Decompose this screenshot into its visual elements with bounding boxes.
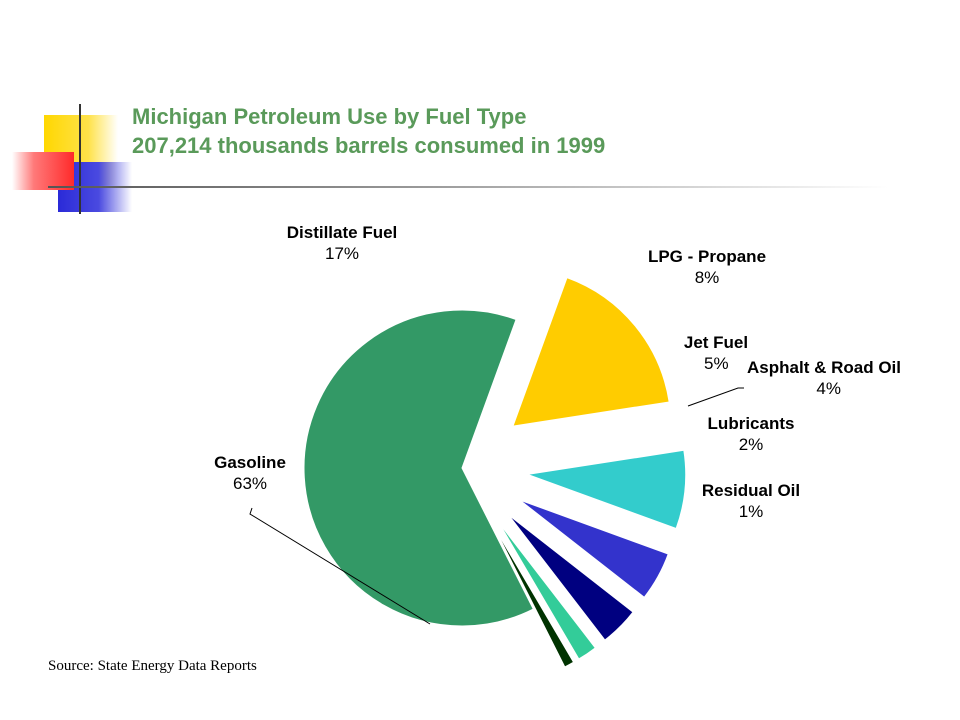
title-underline bbox=[48, 186, 888, 188]
label-distillate-fuel: Distillate Fuel 17% bbox=[272, 222, 412, 264]
label-gasoline: Gasoline 63% bbox=[200, 452, 300, 494]
slide-title: Michigan Petroleum Use by Fuel Type 207,… bbox=[132, 102, 605, 160]
label-jet-fuel-pct: 5% bbox=[704, 354, 729, 373]
label-lubricants: Lubricants 2% bbox=[698, 413, 804, 455]
label-gasoline-name: Gasoline bbox=[214, 453, 286, 472]
pie-slice-jet-fuel bbox=[519, 499, 669, 598]
label-distillate-fuel-name: Distillate Fuel bbox=[286, 223, 398, 242]
pie-slice-lpg-propane bbox=[527, 449, 687, 530]
leader-line-gasoline bbox=[249, 507, 431, 625]
title-line-1: Michigan Petroleum Use by Fuel Type bbox=[132, 104, 527, 129]
label-residual-oil-pct: 1% bbox=[738, 502, 764, 521]
label-lpg-propane: LPG - Propane 8% bbox=[632, 246, 782, 288]
title-line-2: 207,214 thousands barrels consumed in 19… bbox=[132, 133, 606, 158]
pie-slice-distillate-fuel bbox=[512, 276, 670, 427]
source-note: Source: State Energy Data Reports bbox=[48, 658, 257, 674]
label-jet-fuel-name: Jet Fuel bbox=[683, 333, 749, 352]
decor-red-block bbox=[12, 152, 74, 190]
pie-slice-gasoline bbox=[303, 309, 534, 627]
label-lpg-propane-name: LPG - Propane bbox=[647, 247, 767, 266]
pie-slice-residual-oil bbox=[493, 525, 575, 668]
pie-slice-asphalt-road-oil bbox=[508, 514, 634, 641]
label-asphalt-road-oil-pct: 4% bbox=[816, 379, 841, 398]
label-gasoline-pct: 63% bbox=[232, 474, 268, 493]
label-lubricants-name: Lubricants bbox=[707, 414, 795, 433]
label-residual-oil-name: Residual Oil bbox=[701, 481, 801, 500]
decor-vertical-line bbox=[79, 104, 81, 214]
label-lpg-propane-pct: 8% bbox=[694, 268, 720, 287]
label-distillate-fuel-pct: 17% bbox=[324, 244, 360, 263]
label-asphalt-road-oil-name: Asphalt & Road Oil bbox=[747, 358, 901, 377]
label-jet-fuel: Jet Fuel 5% bbox=[676, 332, 756, 374]
label-lubricants-pct: 2% bbox=[738, 435, 764, 454]
pie-slice-lubricants bbox=[498, 522, 597, 660]
label-residual-oil: Residual Oil 1% bbox=[692, 480, 810, 522]
leader-line-asphalt-road-oil bbox=[687, 387, 744, 407]
label-asphalt-road-oil: Asphalt & Road Oil 4% bbox=[746, 357, 901, 399]
